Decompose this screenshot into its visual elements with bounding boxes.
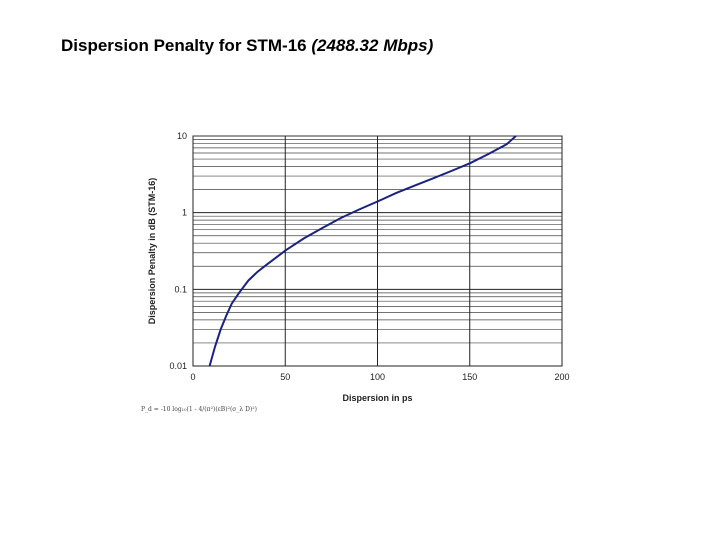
y-tick-label: 0.1 xyxy=(174,284,187,294)
x-axis-label: Dispersion in ps xyxy=(342,393,412,403)
y-tick-label: 1 xyxy=(182,208,187,218)
page-title: Dispersion Penalty for STM-16 (2488.32 M… xyxy=(61,36,433,56)
x-tick-label: 50 xyxy=(280,372,290,382)
x-tick-label: 0 xyxy=(190,372,195,382)
major-gridlines xyxy=(192,136,563,367)
penalty-curve-line xyxy=(208,135,517,367)
penalty-formula: P_d = -10 log₁₀(1 - 4/(π²)(εB)²(σ_λ D)²) xyxy=(141,406,257,413)
x-tick-label: 100 xyxy=(370,372,385,382)
title-subtitle: (2488.32 Mbps) xyxy=(311,36,434,55)
y-tick-labels: 0.01 0.1 1 10 xyxy=(169,131,187,371)
y-axis-label: Dispersion Penalty in dB (STM-16) xyxy=(147,178,157,325)
x-tick-label: 200 xyxy=(554,372,569,382)
x-tick-labels: 0 50 100 150 200 xyxy=(190,372,569,382)
title-main: Dispersion Penalty for STM-16 xyxy=(61,36,307,55)
y-tick-label: 10 xyxy=(177,131,187,141)
y-tick-label: 0.01 xyxy=(169,361,187,371)
x-tick-label: 150 xyxy=(462,372,477,382)
